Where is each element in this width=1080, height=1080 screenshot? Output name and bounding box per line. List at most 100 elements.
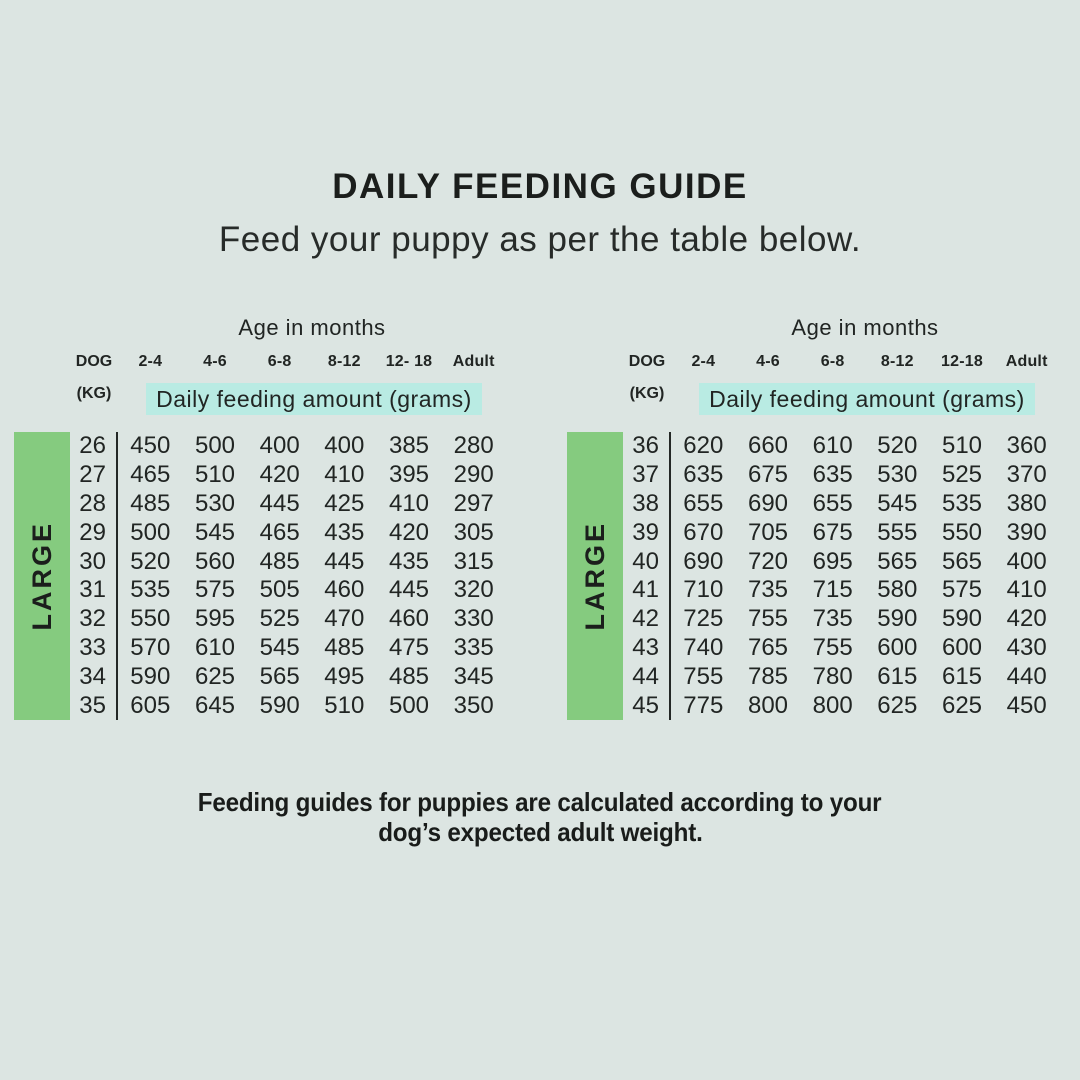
feeding-amount-value: 440 bbox=[1006, 662, 1047, 690]
feeding-amount-value: 755 bbox=[747, 605, 789, 633]
feeding-amount-value: 570 bbox=[130, 633, 171, 661]
dog-weight-kg: 37 bbox=[623, 460, 671, 490]
feeding-amount-value: 400 bbox=[259, 432, 300, 460]
feeding-amount-value: 645 bbox=[194, 691, 236, 719]
table-row: 36 620 660 610 520 510 360 bbox=[623, 432, 1059, 461]
feeding-amount-banner: Daily feeding amount (grams) bbox=[146, 383, 482, 415]
feeding-amount-value: 475 bbox=[388, 633, 430, 661]
feeding-amount-value: 485 bbox=[388, 662, 430, 690]
table-row: 42 725 755 735 590 590 420 bbox=[623, 604, 1059, 634]
table-row: 38 655 690 655 545 535 380 bbox=[623, 489, 1059, 519]
page-title: DAILY FEEDING GUIDE bbox=[332, 167, 748, 206]
table-header: Age in months DOG 2-4 4-6 6-8 8-12 12-18… bbox=[623, 315, 1059, 415]
feeding-amount-value: 420 bbox=[259, 461, 300, 489]
table-row: 39 670 705 675 555 550 390 bbox=[623, 518, 1059, 548]
feeding-amount-value: 565 bbox=[941, 547, 983, 575]
feeding-amount-value: 600 bbox=[941, 633, 983, 661]
feeding-amount-value: 465 bbox=[130, 461, 171, 489]
feeding-amount-value: 615 bbox=[877, 662, 918, 690]
feeding-amount-value: 320 bbox=[453, 576, 494, 604]
feeding-amount-value: 670 bbox=[683, 518, 724, 546]
dog-weight-kg: 34 bbox=[70, 662, 118, 692]
table-body: LARGE 36 620 660 610 520 510 360 37 635 675 635 530… bbox=[567, 432, 1059, 720]
table-header: Age in months DOG 2-4 4-6 6-8 8-12 12- 1… bbox=[70, 315, 506, 415]
table-row: 29 500 545 465 435 420 305 bbox=[70, 518, 506, 548]
feeding-amount-value: 385 bbox=[388, 432, 430, 460]
footer-note-line1: Feeding guides for puppies are calculate… bbox=[198, 787, 882, 817]
feeding-amount-value: 330 bbox=[453, 605, 494, 633]
age-column-header: 12-18 bbox=[941, 353, 983, 370]
feeding-amount-value: 590 bbox=[877, 605, 918, 633]
feeding-amount-value: 735 bbox=[812, 605, 853, 633]
table-body: LARGE 26 450 500 400 400 385 280 27 465 510 420 410… bbox=[14, 432, 506, 720]
dog-weight-kg: 27 bbox=[70, 460, 118, 490]
dog-weight-kg: 39 bbox=[623, 518, 671, 548]
feeding-amount-value: 780 bbox=[812, 662, 853, 690]
feeding-amount-value: 740 bbox=[683, 633, 724, 661]
feeding-amount-value: 590 bbox=[259, 691, 300, 719]
age-column-header: 2-4 bbox=[691, 353, 716, 370]
feeding-amount-value: 575 bbox=[941, 576, 983, 604]
feeding-amount-value: 635 bbox=[683, 461, 724, 489]
feeding-amount-value: 445 bbox=[324, 547, 365, 575]
dog-weight-kg: 40 bbox=[623, 547, 671, 576]
feeding-amount-value: 530 bbox=[194, 489, 236, 517]
feeding-amount-value: 600 bbox=[877, 633, 918, 661]
feeding-amount-value: 590 bbox=[941, 605, 983, 633]
dog-weight-kg: 42 bbox=[623, 604, 671, 634]
feeding-amount-value: 625 bbox=[194, 662, 236, 690]
age-column-header: 4-6 bbox=[756, 353, 780, 370]
feeding-amount-value: 410 bbox=[1006, 576, 1047, 604]
age-in-months-header: Age in months bbox=[238, 315, 386, 340]
feeding-amount-value: 710 bbox=[683, 576, 724, 604]
dog-weight-kg: 44 bbox=[623, 662, 671, 692]
feeding-amount-value: 335 bbox=[453, 633, 494, 661]
feeding-amount-value: 450 bbox=[1006, 691, 1047, 719]
dog-weight-kg: 38 bbox=[623, 489, 671, 519]
table-row: 45 775 800 800 625 625 450 bbox=[623, 691, 1059, 720]
dog-column-label: DOG bbox=[628, 353, 666, 370]
feeding-amount-value: 305 bbox=[453, 518, 494, 546]
feeding-amount-value: 575 bbox=[194, 576, 236, 604]
feeding-amount-value: 715 bbox=[812, 576, 853, 604]
age-column-header: Adult bbox=[452, 353, 495, 370]
table-row: 31 535 575 505 460 445 320 bbox=[70, 575, 506, 605]
dog-column-label: DOG bbox=[75, 353, 113, 370]
feeding-amount-value: 400 bbox=[1006, 547, 1047, 575]
feeding-amount-value: 800 bbox=[747, 691, 789, 719]
feeding-amount-value: 410 bbox=[388, 489, 430, 517]
feeding-amount-value: 525 bbox=[941, 461, 983, 489]
feeding-amount-value: 675 bbox=[812, 518, 853, 546]
feeding-amount-value: 485 bbox=[259, 547, 300, 575]
feeding-amount-value: 430 bbox=[1006, 633, 1047, 661]
feeding-amount-value: 605 bbox=[130, 691, 171, 719]
table-row: 44 755 785 780 615 615 440 bbox=[623, 662, 1059, 692]
feeding-amount-value: 500 bbox=[130, 518, 171, 546]
feeding-amount-value: 590 bbox=[130, 662, 171, 690]
feeding-amount-value: 545 bbox=[877, 489, 918, 517]
feeding-amount-value: 395 bbox=[388, 461, 430, 489]
feeding-amount-value: 290 bbox=[453, 461, 494, 489]
feeding-amount-value: 635 bbox=[812, 461, 853, 489]
feeding-amount-value: 435 bbox=[388, 547, 430, 575]
feeding-amount-value: 580 bbox=[877, 576, 918, 604]
table-row: 41 710 735 715 580 575 410 bbox=[623, 575, 1059, 605]
feeding-amount-value: 390 bbox=[1006, 518, 1047, 546]
feeding-amount-value: 370 bbox=[1006, 461, 1047, 489]
feeding-amount-value: 350 bbox=[453, 691, 494, 719]
feeding-amount-value: 460 bbox=[388, 605, 430, 633]
feeding-amount-value: 765 bbox=[747, 633, 789, 661]
size-category-bar: LARGE bbox=[14, 432, 70, 720]
feeding-amount-value: 545 bbox=[194, 518, 236, 546]
feeding-amount-value: 610 bbox=[194, 633, 236, 661]
table-row: 34 590 625 565 495 485 345 bbox=[70, 662, 506, 692]
feeding-amount-value: 495 bbox=[324, 662, 365, 690]
feeding-amount-value: 315 bbox=[453, 547, 494, 575]
feeding-table-right: Age in months DOG 2-4 4-6 6-8 8-12 12-18… bbox=[567, 315, 1059, 720]
feeding-amount-value: 525 bbox=[259, 605, 300, 633]
feeding-amount-value: 565 bbox=[877, 547, 918, 575]
age-column-header: 8-12 bbox=[880, 353, 914, 370]
dog-weight-kg: 28 bbox=[70, 489, 118, 519]
table-row: 37 635 675 635 530 525 370 bbox=[623, 460, 1059, 490]
feeding-amount-value: 555 bbox=[877, 518, 918, 546]
